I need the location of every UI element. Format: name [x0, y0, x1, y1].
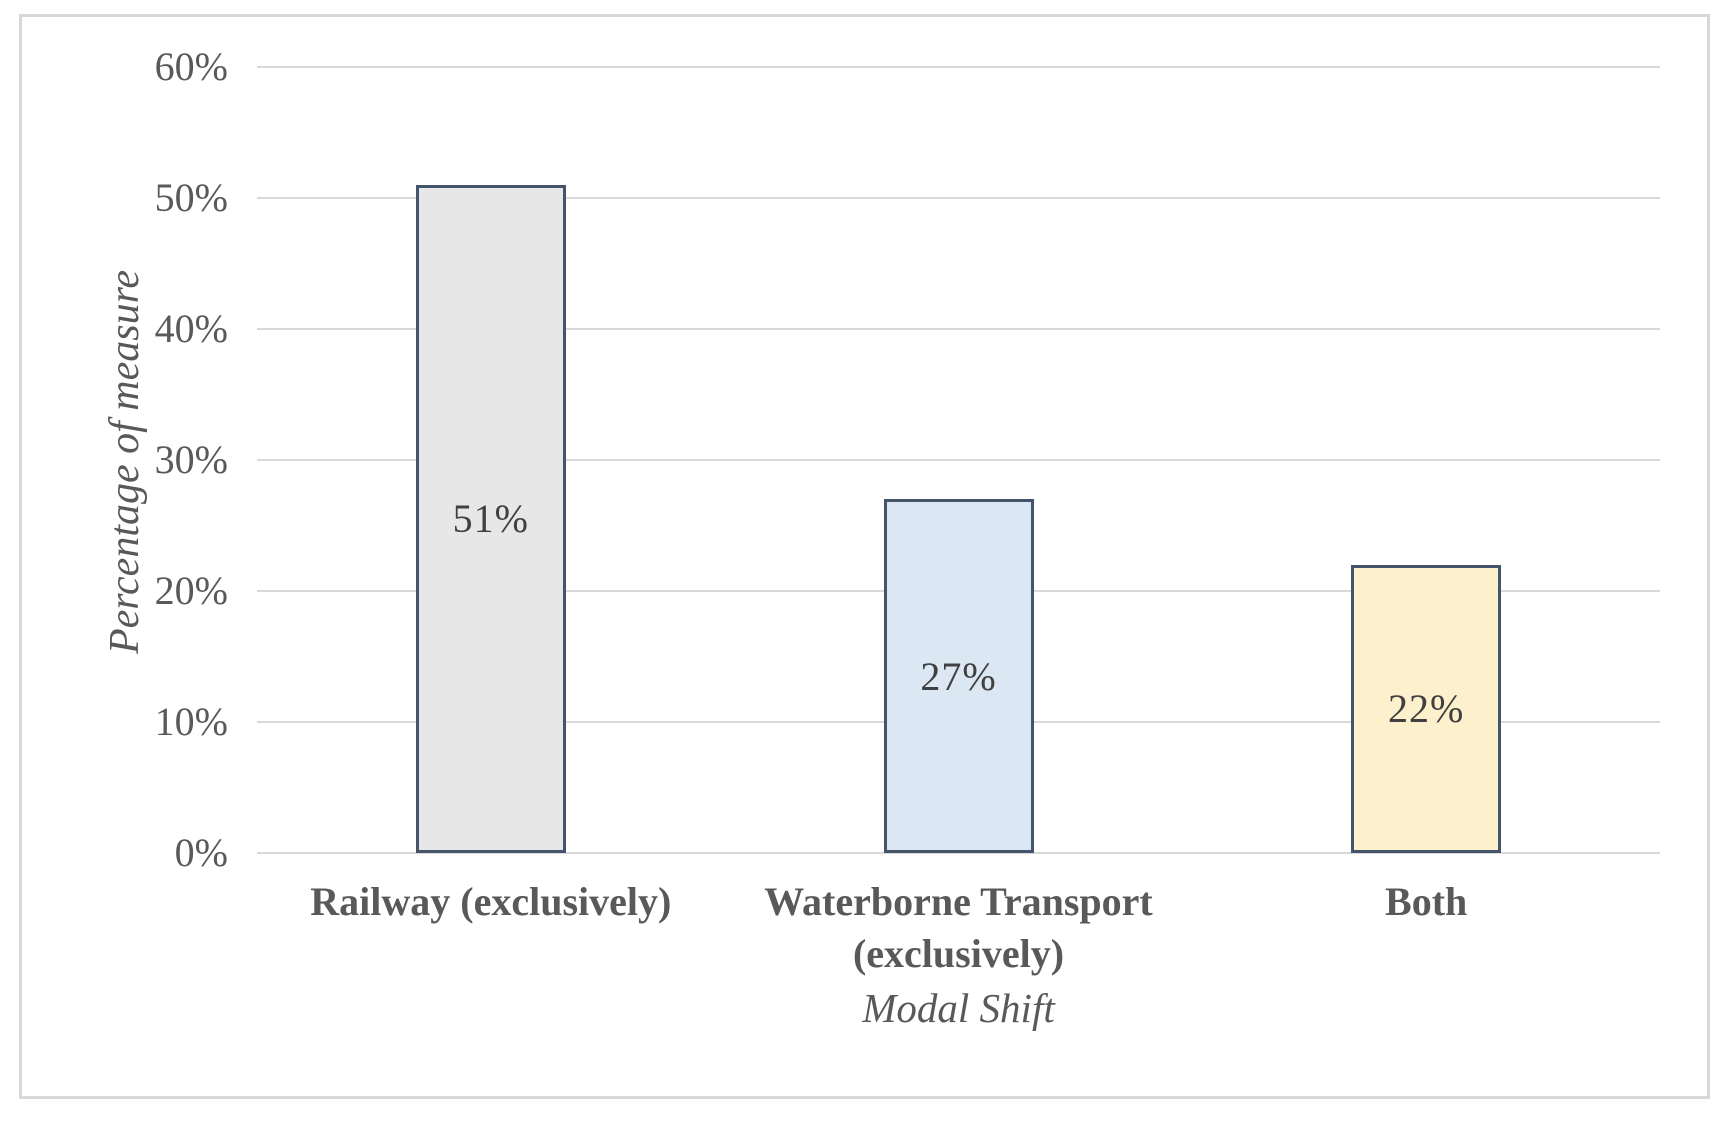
- y-tick-label-0: 0%: [174, 830, 228, 875]
- bar-value-label-railway-exclusively: 51%: [452, 496, 529, 542]
- x-category-label-both: Both: [1385, 879, 1468, 924]
- bar-both: 22%: [1351, 564, 1502, 853]
- bar-value-label-waterborne-transport-exclusively: 27%: [920, 653, 997, 699]
- x-category-label-railway-exclusively: Railway (exclusively): [310, 879, 672, 924]
- x-axis-title: Modal Shift: [862, 985, 1055, 1031]
- y-tick-label-50: 50%: [154, 175, 228, 220]
- chart-frame: [19, 14, 1710, 1099]
- y-tick-label-30: 30%: [154, 437, 228, 482]
- bar-waterborne-transport-exclusively: 27%: [883, 499, 1034, 853]
- y-tick-label-60: 60%: [154, 44, 228, 89]
- y-tick-label-40: 40%: [154, 306, 228, 351]
- bar-railway-exclusively: 51%: [415, 184, 566, 853]
- gridline-0: [257, 852, 1660, 854]
- y-tick-label-10: 10%: [154, 699, 228, 744]
- gridline-30: [257, 459, 1660, 461]
- x-category-label-waterborne-transport-exclusively: Waterborne Transport (exclusively): [764, 879, 1153, 976]
- y-tick-label-20: 20%: [154, 568, 228, 613]
- gridline-60: [257, 66, 1660, 68]
- gridline-40: [257, 328, 1660, 330]
- gridline-50: [257, 197, 1660, 199]
- bar-value-label-both: 22%: [1387, 686, 1465, 732]
- plot-area: 51% 27% 22%: [257, 66, 1660, 854]
